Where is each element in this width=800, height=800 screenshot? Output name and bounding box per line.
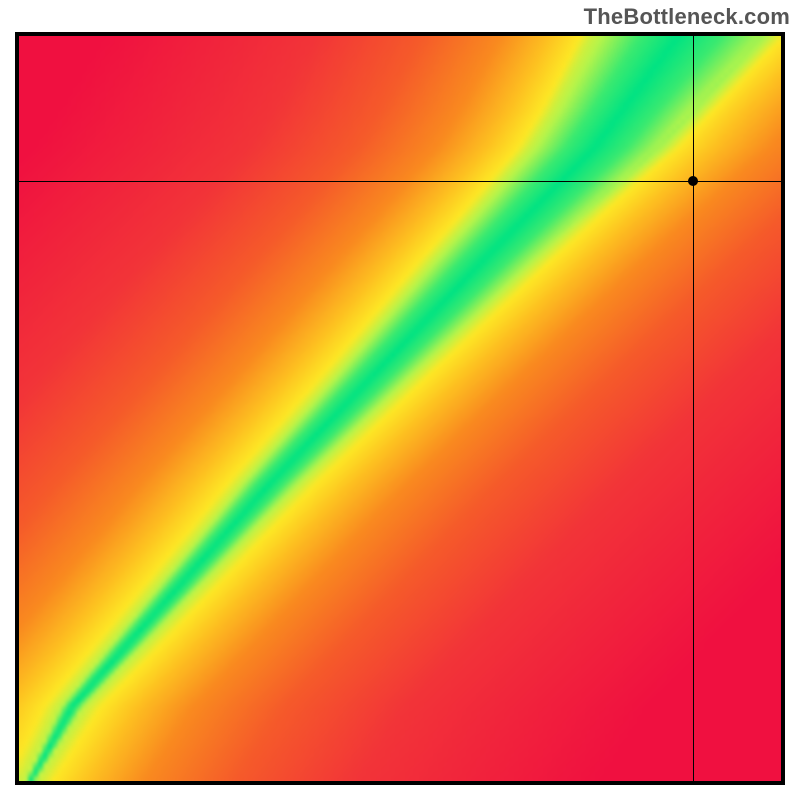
crosshair-vertical (693, 36, 694, 781)
figure-container: TheBottleneck.com (0, 0, 800, 800)
plot-area (15, 32, 785, 785)
heatmap-canvas (19, 36, 781, 781)
watermark-text: TheBottleneck.com (584, 4, 790, 30)
crosshair-horizontal (19, 181, 781, 182)
crosshair-marker (688, 176, 698, 186)
